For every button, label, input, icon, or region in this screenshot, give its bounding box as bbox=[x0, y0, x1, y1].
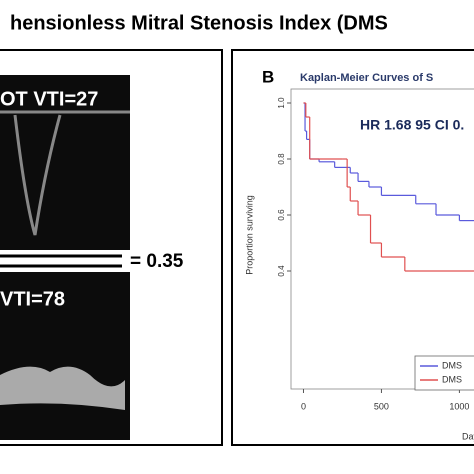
x-axis-label: Days bbox=[462, 431, 474, 441]
panel-label: B bbox=[262, 67, 274, 86]
plot-frame bbox=[290, 88, 474, 390]
y-tick-label: 1.0 bbox=[277, 97, 286, 109]
doppler-image bbox=[0, 272, 130, 440]
y-tick-label: 0.4 bbox=[277, 265, 286, 277]
x-tick-label: 1000 bbox=[449, 401, 469, 411]
y-tick-label: 0.8 bbox=[277, 153, 286, 165]
right-panel bbox=[231, 49, 474, 446]
doppler-trace bbox=[0, 366, 125, 410]
annotation: HR 1.68 95 CI 0. bbox=[360, 117, 464, 133]
y-axis-label: Proportion surviving bbox=[244, 195, 254, 275]
legend bbox=[414, 355, 474, 391]
x-tick-label: 500 bbox=[374, 401, 389, 411]
legend-label: DMS bbox=[442, 374, 462, 384]
chart-title: Kaplan-Meier Curves of S bbox=[300, 72, 433, 84]
figure-title: hensionless Mitral Stenosis Index (DMS bbox=[10, 12, 388, 34]
legend-label: DMS bbox=[442, 360, 462, 370]
x-tick-label: 0 bbox=[301, 401, 306, 411]
image-label: VTI=78 bbox=[0, 288, 65, 310]
image-label: OT VTI=27 bbox=[0, 88, 98, 110]
ratio: = 0.35 bbox=[130, 251, 184, 272]
y-tick-label: 0.6 bbox=[277, 209, 286, 221]
doppler-trace bbox=[0, 110, 130, 236]
left-panel bbox=[0, 49, 223, 446]
